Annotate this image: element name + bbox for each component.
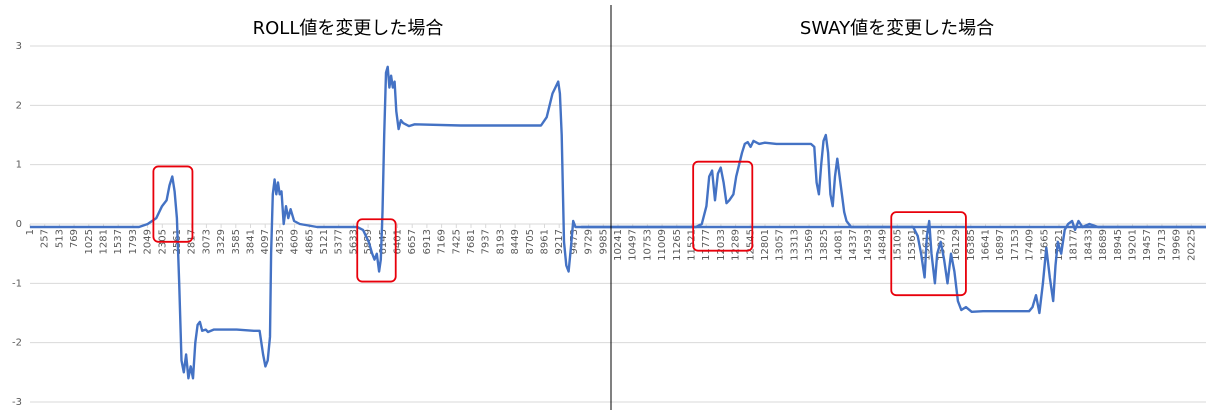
highlight-box (356, 218, 397, 283)
x-tick-label: 15361 (907, 229, 918, 261)
x-tick-label: 8449 (510, 229, 521, 254)
x-tick-label: 20225 (1186, 229, 1197, 261)
x-tick-label: 3073 (201, 229, 212, 254)
x-tick-label: 19713 (1157, 229, 1168, 261)
highlight-boxes (152, 160, 967, 297)
x-tick-label: 9473 (569, 229, 580, 254)
y-tick-label: -1 (12, 278, 22, 289)
x-tick-label: 17153 (1010, 229, 1021, 261)
y-tick-label: 2 (16, 100, 22, 111)
x-tick-label: 8193 (495, 229, 506, 254)
x-tick-label: 16641 (981, 229, 992, 261)
y-tick-label: -3 (12, 397, 22, 408)
x-tick-label: 12801 (760, 229, 771, 261)
x-tick-label: 9217 (554, 229, 565, 254)
x-tick-label: 1281 (99, 229, 110, 254)
x-tick-label: 19969 (1172, 229, 1183, 261)
x-tick-label: 13313 (789, 229, 800, 261)
x-tick-label: 7681 (466, 229, 477, 254)
x-tick-label: 18433 (1083, 229, 1094, 261)
x-tick-label: 11009 (657, 229, 668, 261)
y-tick-label: 0 (16, 219, 22, 230)
x-tick-label: 7425 (451, 229, 462, 254)
series-line (581, 133, 1206, 315)
y-tick-label: 3 (16, 41, 22, 52)
x-tick-label: 14081 (834, 229, 845, 261)
x-tick-label: 13825 (819, 229, 830, 261)
x-tick-label: 11265 (672, 229, 683, 261)
x-tick-label: 18945 (1113, 229, 1124, 261)
x-tick-label: 5633 (348, 229, 359, 254)
x-tick-label: 3329 (216, 229, 227, 254)
x-tick-label: 4865 (304, 229, 315, 254)
x-tick-label: 5121 (319, 229, 330, 254)
x-tick-label: 16897 (995, 229, 1006, 261)
x-tick-label: 16385 (966, 229, 977, 261)
x-tick-label: 4097 (260, 229, 271, 254)
highlight-box (890, 211, 967, 297)
gridlines (30, 45, 1206, 403)
x-tick-label: 1537 (113, 229, 124, 254)
x-tick-label: 7937 (481, 229, 492, 254)
x-tick-label: 3585 (231, 229, 242, 254)
x-tick-label: 11521 (687, 229, 698, 261)
x-tick-label: 14337 (848, 229, 859, 261)
x-tick-label: 8961 (540, 229, 551, 254)
x-tick-label: 6145 (378, 229, 389, 254)
x-tick-label: 19457 (1142, 229, 1153, 261)
x-tick-label: 19201 (1128, 229, 1139, 261)
x-tick-label: 17665 (1039, 229, 1050, 261)
series-lines (30, 65, 1206, 380)
x-tick-label: 2817 (187, 229, 198, 254)
y-axis-tick-labels: 3 2 1 0 -1 -2 -3 (12, 41, 22, 408)
highlight-box (692, 160, 754, 252)
y-tick-label: 1 (16, 160, 22, 171)
series-line (30, 65, 1206, 380)
chart-title-roll: ROLL値を変更した場合 (253, 18, 444, 39)
highlight-box (152, 165, 194, 243)
x-tick-label: 4609 (290, 229, 301, 254)
x-tick-label: 6913 (422, 229, 433, 254)
chart-title-sway: SWAY値を変更した場合 (800, 18, 994, 39)
x-tick-label: 14593 (863, 229, 874, 261)
x-tick-label: 1 (25, 229, 36, 235)
x-tick-label: 16129 (951, 229, 962, 261)
x-tick-label: 1793 (128, 229, 139, 254)
x-tick-label: 10497 (628, 229, 639, 261)
x-tick-label: 9729 (584, 229, 595, 254)
x-tick-label: 3841 (246, 229, 257, 254)
x-tick-label: 5377 (334, 229, 345, 254)
x-tick-label: 12033 (716, 229, 727, 261)
x-tick-label: 18177 (1069, 229, 1080, 261)
x-tick-label: 8705 (525, 229, 536, 254)
x-tick-label: 14849 (878, 229, 889, 261)
x-tick-label: 18689 (1098, 229, 1109, 261)
x-tick-label: 10241 (613, 229, 624, 261)
x-tick-label: 7169 (437, 229, 448, 254)
x-tick-label: 17409 (1025, 229, 1036, 261)
y-tick-label: -2 (12, 338, 22, 349)
x-tick-label: 6657 (407, 229, 418, 254)
x-tick-label: 11777 (701, 229, 712, 261)
x-tick-label: 6401 (393, 229, 404, 254)
x-tick-label: 15105 (892, 229, 903, 261)
x-tick-label: 2049 (143, 229, 154, 254)
x-tick-label: 10753 (642, 229, 653, 261)
x-tick-label: 257 (40, 229, 51, 248)
x-tick-label: 9985 (598, 229, 609, 254)
x-tick-label: 12289 (731, 229, 742, 261)
x-tick-label: 1025 (84, 229, 95, 254)
x-tick-label: 4353 (275, 229, 286, 254)
x-tick-label: 13057 (775, 229, 786, 261)
x-tick-label: 12545 (745, 229, 756, 261)
x-tick-label: 769 (69, 229, 80, 248)
x-tick-label: 513 (54, 229, 65, 248)
x-tick-label: 13569 (804, 229, 815, 261)
